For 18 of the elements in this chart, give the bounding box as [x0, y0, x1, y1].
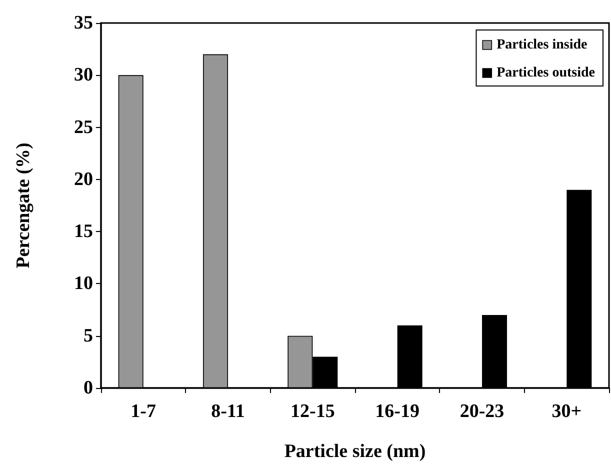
y-axis-title: Percengate (%): [13, 142, 34, 268]
y-tick-label: 5: [84, 325, 93, 346]
y-tick-label: 35: [74, 12, 93, 34]
y-tick-label: 30: [74, 64, 93, 86]
x-tick-label: 20-23: [460, 401, 504, 422]
y-tick-label: 0: [84, 378, 93, 398]
x-tick-label: 12-15: [290, 401, 335, 422]
x-tick-label: 30+: [552, 401, 582, 422]
y-tick-label: 10: [74, 273, 93, 294]
x-tick-label: 1-7: [130, 401, 156, 422]
legend-label: Particles outside: [496, 66, 596, 80]
x-tick-label: 16-19: [375, 401, 420, 422]
y-tick-label: 15: [74, 221, 93, 242]
legend-label: Particles inside: [496, 38, 588, 52]
y-tick-label: 20: [74, 168, 93, 190]
x-axis-title: Particle size (nm): [284, 441, 426, 462]
x-tick-label: 8-11: [211, 401, 245, 422]
y-tick-label: 25: [74, 116, 93, 138]
